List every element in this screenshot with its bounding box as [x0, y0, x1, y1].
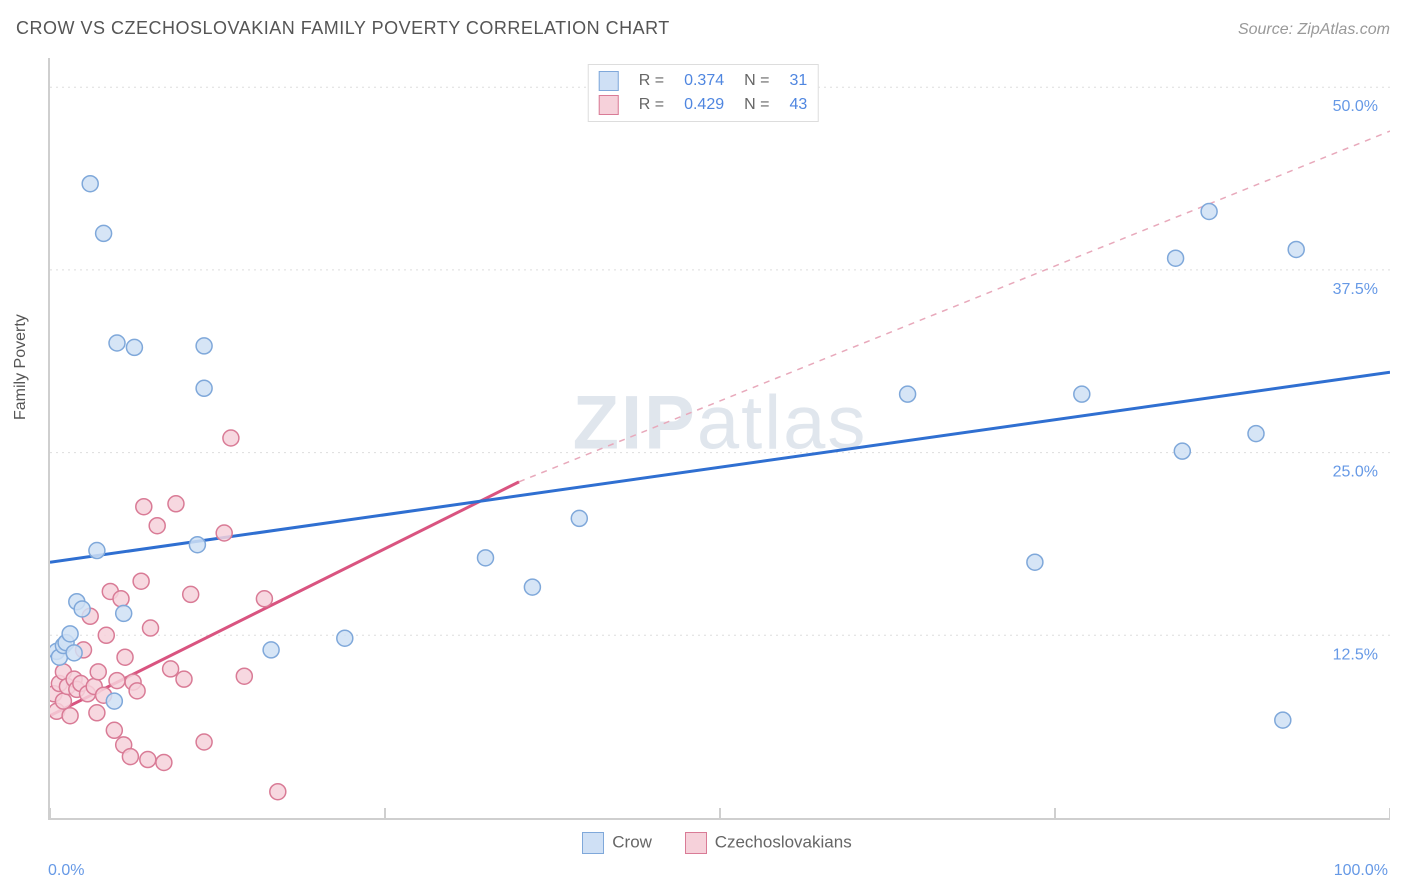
r-label: R =	[629, 69, 674, 93]
r-value-crow: 0.374	[674, 69, 734, 93]
r-value-czech: 0.429	[674, 93, 734, 117]
series-legend: Crow Czechoslovakians	[0, 832, 1406, 854]
svg-text:25.0%: 25.0%	[1333, 464, 1378, 481]
swatch-crow	[599, 71, 619, 91]
y-axis-label: Family Poverty	[12, 314, 30, 420]
x-min-label: 0.0%	[48, 862, 84, 880]
chart-header: CROW VS CZECHOSLOVAKIAN FAMILY POVERTY C…	[16, 18, 1390, 48]
chart-frame: ZIPatlas 12.5%25.0%37.5%50.0%	[48, 58, 1390, 820]
swatch-crow-icon	[582, 832, 604, 854]
x-max-label: 100.0%	[1334, 862, 1388, 880]
stats-row-crow: R = 0.374 N = 31	[589, 69, 818, 93]
source-attribution: Source: ZipAtlas.com	[1238, 21, 1390, 39]
svg-text:12.5%: 12.5%	[1333, 646, 1378, 663]
svg-text:50.0%: 50.0%	[1333, 98, 1378, 115]
n-value-crow: 31	[779, 69, 817, 93]
swatch-czech-icon	[685, 832, 707, 854]
swatch-czech	[599, 95, 619, 115]
source-name: ZipAtlas.com	[1298, 21, 1390, 38]
source-prefix: Source:	[1238, 21, 1298, 38]
legend-label-crow: Crow	[612, 832, 652, 851]
n-value-czech: 43	[779, 93, 817, 117]
scatter-plot: 12.5% 25.0% 37.5% 50.0%	[50, 58, 1390, 818]
chart-title: CROW VS CZECHOSLOVAKIAN FAMILY POVERTY C…	[16, 18, 670, 39]
r-label: R =	[629, 93, 674, 117]
n-label: N =	[734, 93, 779, 117]
svg-text:37.5%: 37.5%	[1333, 281, 1378, 298]
stats-row-czech: R = 0.429 N = 43	[589, 93, 818, 117]
legend-label-czech: Czechoslovakians	[715, 832, 852, 851]
stats-legend: R = 0.374 N = 31 R = 0.429 N = 43	[588, 64, 819, 122]
n-label: N =	[734, 69, 779, 93]
